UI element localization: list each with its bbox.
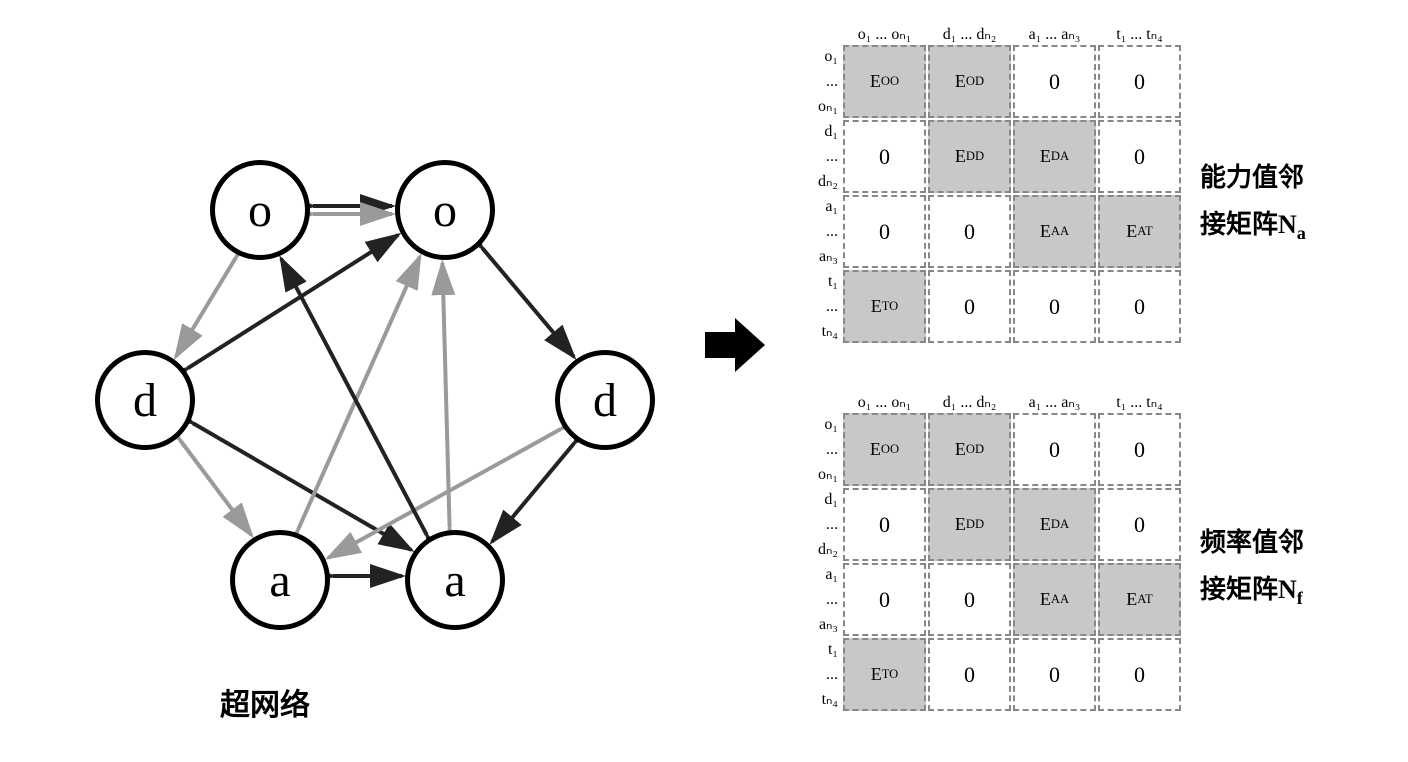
node-d1: d (95, 350, 195, 450)
title-line1: 能力值邻 (1200, 155, 1306, 202)
matrix-cell: EDD (928, 488, 1011, 561)
diagram-root: ooddaa 超网络 o₁ ... oₙ₁d₁ ... dₙ₂a₁ ... aₙ… (0, 0, 1408, 762)
node-a2: a (405, 530, 505, 630)
node-o2: o (395, 160, 495, 260)
matrix-cell: 0 (1098, 638, 1181, 711)
frequency-matrix-title: 频率值邻 接矩阵Nf (1200, 520, 1304, 615)
matrix-col-headers: o₁ ... oₙ₁d₁ ... dₙ₂a₁ ... aₙ₃t₁ ... tₙ₄ (842, 390, 1182, 412)
node-a1: a (230, 530, 330, 630)
matrix-cell: EDD (928, 120, 1011, 193)
frequency-adjacency-matrix: o₁ ... oₙ₁d₁ ... dₙ₂a₁ ... aₙ₃t₁ ... tₙ₄… (800, 390, 1182, 712)
matrix-cell: 0 (843, 488, 926, 561)
matrix-cell: EOO (843, 45, 926, 118)
matrix-cell: EAA (1013, 195, 1096, 268)
matrix-row-headers: o₁...oₙ₁d₁...dₙ₂a₁...aₙ₃t₁...tₙ₄ (800, 412, 842, 712)
node-o1: o (210, 160, 310, 260)
network-label: 超网络 (220, 680, 310, 724)
node-d2: d (555, 350, 655, 450)
hypernetwork-graph: ooddaa (60, 80, 660, 640)
matrix-cell: 0 (928, 195, 1011, 268)
matrix-cell: EDA (1013, 488, 1096, 561)
matrix-cell: 0 (1098, 45, 1181, 118)
matrix-cell: 0 (1098, 120, 1181, 193)
matrix-cell: 0 (1013, 638, 1096, 711)
matrix-cell: EOD (928, 45, 1011, 118)
matrix-cell: 0 (928, 270, 1011, 343)
matrix-cell: EAA (1013, 563, 1096, 636)
ability-matrix-title: 能力值邻 接矩阵Na (1200, 155, 1306, 250)
matrix-cell: 0 (1098, 270, 1181, 343)
ability-adjacency-matrix: o₁ ... oₙ₁d₁ ... dₙ₂a₁ ... aₙ₃t₁ ... tₙ₄… (800, 22, 1182, 344)
matrix-cell: EAT (1098, 563, 1181, 636)
matrix-cell: 0 (843, 195, 926, 268)
matrix-col-headers: o₁ ... oₙ₁d₁ ... dₙ₂a₁ ... aₙ₃t₁ ... tₙ₄ (842, 22, 1182, 44)
matrix-cell: 0 (1098, 413, 1181, 486)
matrix-cell: 0 (843, 563, 926, 636)
matrix-cell: EAT (1098, 195, 1181, 268)
matrix-cell: ETO (843, 638, 926, 711)
matrix-cell: 0 (1013, 413, 1096, 486)
matrix-cells: EOOEOD000EDDEDA000EAAEATETO000 (842, 44, 1182, 344)
title-line2: 接矩阵Nf (1200, 567, 1304, 615)
matrix-cell: 0 (928, 638, 1011, 711)
matrix-cells: EOOEOD000EDDEDA000EAAEATETO000 (842, 412, 1182, 712)
transform-arrow-icon (700, 310, 770, 385)
matrix-row-headers: o₁...oₙ₁d₁...dₙ₂a₁...aₙ₃t₁...tₙ₄ (800, 44, 842, 344)
matrix-cell: ETO (843, 270, 926, 343)
matrix-cell: 0 (928, 563, 1011, 636)
matrix-cell: 0 (843, 120, 926, 193)
matrix-cell: EOD (928, 413, 1011, 486)
title-line2: 接矩阵Na (1200, 202, 1306, 250)
matrix-cell: 0 (1098, 488, 1181, 561)
matrix-cell: EOO (843, 413, 926, 486)
matrix-cell: 0 (1013, 45, 1096, 118)
matrix-cell: 0 (1013, 270, 1096, 343)
title-line1: 频率值邻 (1200, 520, 1304, 567)
matrix-cell: EDA (1013, 120, 1096, 193)
